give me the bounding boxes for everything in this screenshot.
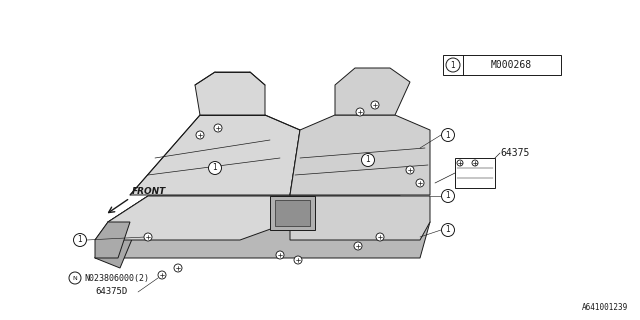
Text: 1: 1: [445, 226, 451, 235]
Polygon shape: [335, 68, 410, 115]
Polygon shape: [95, 196, 290, 240]
Text: 64375: 64375: [500, 148, 529, 158]
Circle shape: [74, 234, 86, 246]
Polygon shape: [95, 196, 148, 268]
Text: M000268: M000268: [490, 60, 532, 70]
Text: N: N: [72, 276, 77, 281]
Circle shape: [196, 131, 204, 139]
Circle shape: [442, 223, 454, 236]
Circle shape: [472, 160, 478, 166]
Circle shape: [209, 162, 221, 174]
Polygon shape: [195, 72, 265, 115]
Polygon shape: [275, 200, 310, 226]
Polygon shape: [95, 222, 130, 258]
Text: N023806000(2): N023806000(2): [84, 274, 149, 283]
Polygon shape: [290, 196, 430, 240]
Circle shape: [69, 272, 81, 284]
Polygon shape: [130, 115, 300, 195]
Bar: [443, 55, 561, 75]
Text: 1: 1: [365, 156, 371, 164]
Circle shape: [442, 129, 454, 141]
Circle shape: [276, 251, 284, 259]
Circle shape: [416, 179, 424, 187]
Text: FRONT: FRONT: [132, 187, 166, 196]
Text: 1: 1: [212, 164, 218, 172]
Circle shape: [158, 271, 166, 279]
Circle shape: [214, 124, 222, 132]
Circle shape: [294, 256, 302, 264]
Polygon shape: [290, 115, 430, 195]
Polygon shape: [270, 196, 315, 230]
Text: 1: 1: [445, 131, 451, 140]
Circle shape: [356, 108, 364, 116]
Circle shape: [174, 264, 182, 272]
Polygon shape: [108, 196, 430, 222]
Circle shape: [354, 242, 362, 250]
Text: A641001239: A641001239: [582, 303, 628, 312]
Text: 1: 1: [77, 236, 83, 244]
Circle shape: [362, 154, 374, 166]
Circle shape: [371, 101, 379, 109]
Circle shape: [376, 233, 384, 241]
Circle shape: [406, 166, 414, 174]
Polygon shape: [455, 158, 495, 188]
Text: 1: 1: [445, 191, 451, 201]
Circle shape: [144, 233, 152, 241]
Polygon shape: [95, 222, 430, 258]
Text: 64375D: 64375D: [95, 287, 127, 297]
Circle shape: [446, 58, 460, 72]
Text: 1: 1: [451, 60, 456, 69]
Circle shape: [442, 189, 454, 203]
Circle shape: [457, 160, 463, 166]
